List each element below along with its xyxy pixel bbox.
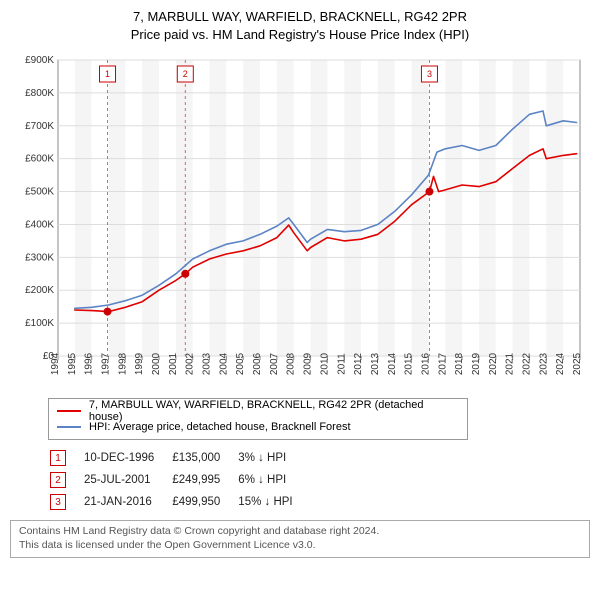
svg-text:2003: 2003 <box>202 353 213 376</box>
svg-text:1999: 1999 <box>134 353 145 376</box>
svg-text:2006: 2006 <box>252 353 263 376</box>
sale-price: £499,950 <box>172 492 236 512</box>
line-chart-svg: £0£100K£200K£300K£400K£500K£600K£700K£80… <box>10 52 590 392</box>
svg-text:2000: 2000 <box>151 353 162 376</box>
svg-text:2010: 2010 <box>319 353 330 376</box>
svg-text:2022: 2022 <box>521 353 532 376</box>
svg-text:2001: 2001 <box>168 353 179 376</box>
sale-delta: 6% ↓ HPI <box>238 470 308 490</box>
svg-text:2017: 2017 <box>437 353 448 376</box>
sales-table: 1 10-DEC-1996 £135,000 3% ↓ HPI 2 25-JUL… <box>48 446 311 514</box>
svg-text:3: 3 <box>427 69 432 79</box>
svg-text:1998: 1998 <box>117 353 128 376</box>
svg-text:2015: 2015 <box>404 353 415 376</box>
svg-text:2002: 2002 <box>185 353 196 376</box>
chart-area: £0£100K£200K£300K£400K£500K£600K£700K£80… <box>10 52 590 392</box>
footer-attribution: Contains HM Land Registry data © Crown c… <box>10 520 590 557</box>
svg-text:2014: 2014 <box>387 353 398 376</box>
table-row: 1 10-DEC-1996 £135,000 3% ↓ HPI <box>50 448 309 468</box>
svg-text:2013: 2013 <box>370 353 381 376</box>
footer-line: Contains HM Land Registry data © Crown c… <box>19 525 581 539</box>
title-line-1: 7, MARBULL WAY, WARFIELD, BRACKNELL, RG4… <box>10 8 590 26</box>
svg-text:2008: 2008 <box>286 353 297 376</box>
svg-text:£700K: £700K <box>25 121 54 132</box>
svg-text:1997: 1997 <box>101 353 112 376</box>
title-line-2: Price paid vs. HM Land Registry's House … <box>10 26 590 44</box>
svg-text:£600K: £600K <box>25 154 54 165</box>
svg-text:2005: 2005 <box>235 353 246 376</box>
svg-text:2024: 2024 <box>555 353 566 376</box>
table-row: 3 21-JAN-2016 £499,950 15% ↓ HPI <box>50 492 309 512</box>
svg-text:2007: 2007 <box>269 353 280 376</box>
sale-delta: 3% ↓ HPI <box>238 448 308 468</box>
legend-swatch <box>57 426 81 428</box>
svg-text:£300K: £300K <box>25 253 54 264</box>
sale-date: 25-JUL-2001 <box>84 470 170 490</box>
svg-text:2012: 2012 <box>353 353 364 376</box>
svg-text:1994: 1994 <box>50 353 61 376</box>
svg-text:2004: 2004 <box>218 353 229 376</box>
chart-title-block: 7, MARBULL WAY, WARFIELD, BRACKNELL, RG4… <box>10 8 590 44</box>
sale-date: 21-JAN-2016 <box>84 492 170 512</box>
svg-text:2023: 2023 <box>538 353 549 376</box>
sale-price: £135,000 <box>172 448 236 468</box>
svg-text:1: 1 <box>105 69 110 79</box>
legend-item: 7, MARBULL WAY, WARFIELD, BRACKNELL, RG4… <box>57 403 459 419</box>
footer-line: This data is licensed under the Open Gov… <box>19 539 581 553</box>
legend-label: 7, MARBULL WAY, WARFIELD, BRACKNELL, RG4… <box>89 399 459 423</box>
svg-text:2011: 2011 <box>336 353 347 375</box>
sale-badge: 2 <box>50 472 66 488</box>
svg-text:2019: 2019 <box>471 353 482 376</box>
sale-date: 10-DEC-1996 <box>84 448 170 468</box>
table-row: 2 25-JUL-2001 £249,995 6% ↓ HPI <box>50 470 309 490</box>
sale-delta: 15% ↓ HPI <box>238 492 308 512</box>
chart-legend: 7, MARBULL WAY, WARFIELD, BRACKNELL, RG4… <box>48 398 468 440</box>
legend-swatch <box>57 410 81 412</box>
svg-text:1996: 1996 <box>84 353 95 376</box>
svg-text:1995: 1995 <box>67 353 78 376</box>
sale-badge: 1 <box>50 450 66 466</box>
svg-text:£200K: £200K <box>25 286 54 297</box>
svg-text:2009: 2009 <box>303 353 314 376</box>
svg-text:£500K: £500K <box>25 187 54 198</box>
svg-text:2018: 2018 <box>454 353 465 376</box>
svg-text:2: 2 <box>183 69 188 79</box>
sale-badge: 3 <box>50 494 66 510</box>
svg-text:£100K: £100K <box>25 318 54 329</box>
svg-text:2025: 2025 <box>572 353 583 376</box>
sale-price: £249,995 <box>172 470 236 490</box>
svg-text:£900K: £900K <box>25 55 54 66</box>
svg-text:2021: 2021 <box>505 353 516 376</box>
svg-text:2020: 2020 <box>488 353 499 376</box>
legend-label: HPI: Average price, detached house, Brac… <box>89 421 351 433</box>
svg-text:£800K: £800K <box>25 88 54 99</box>
svg-text:£400K: £400K <box>25 220 54 231</box>
